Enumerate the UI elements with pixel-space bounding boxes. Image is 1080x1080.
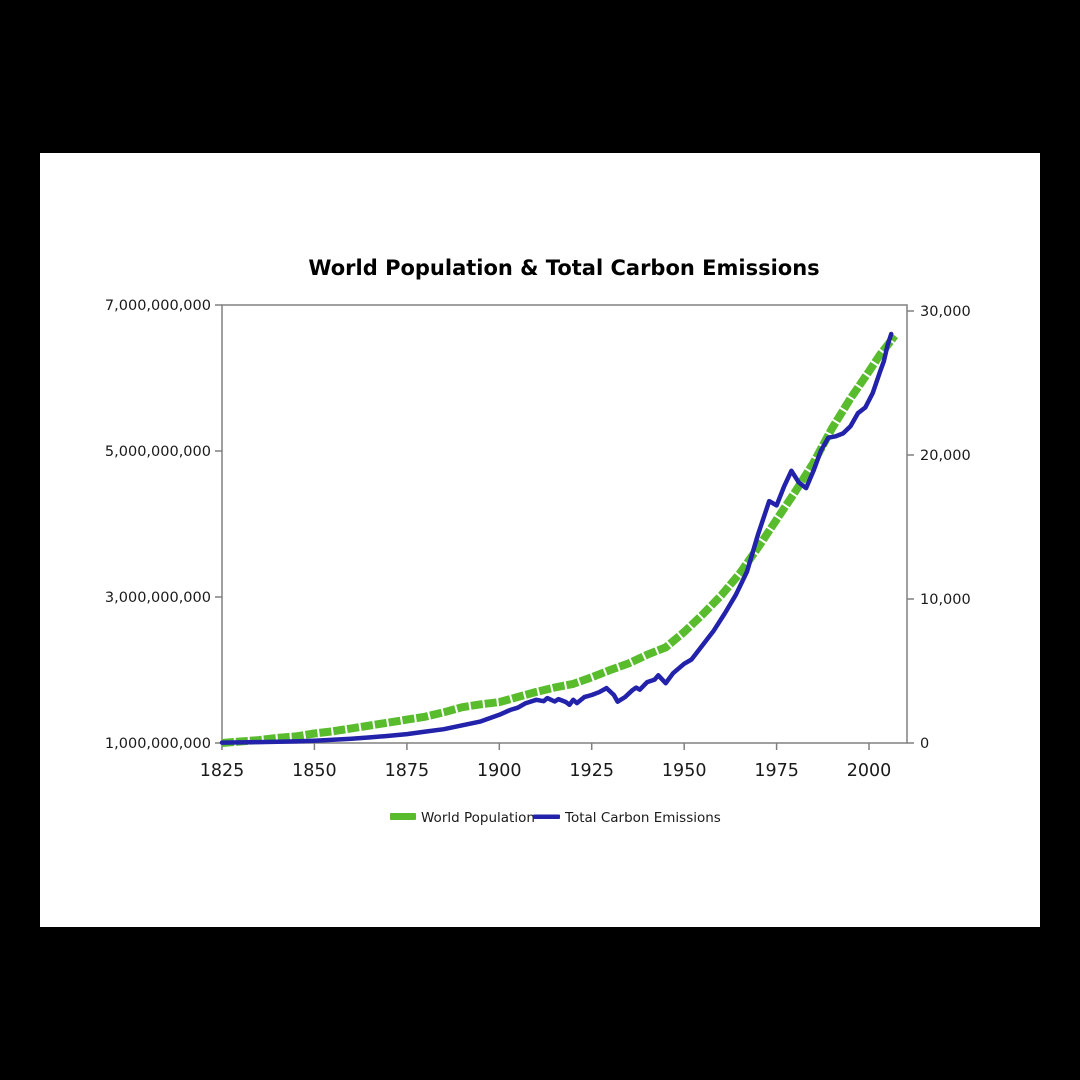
right-axis-tick-label-0: 0 xyxy=(920,736,929,752)
x-axis-tick-label-1825: 1825 xyxy=(200,761,245,781)
plot-area-frame xyxy=(221,304,908,744)
right-axis-tick-label-20k: 20,000 xyxy=(920,448,971,464)
x-axis-tick-label-1950: 1950 xyxy=(662,761,707,781)
left-axis-ticks xyxy=(215,304,222,744)
right-axis-tick-label-10k: 10,000 xyxy=(920,592,971,608)
chart-sheet: World Population & Total Carbon Emission… xyxy=(40,153,1040,927)
legend-label-world-population: World Population xyxy=(421,810,535,826)
x-axis-ticks xyxy=(221,743,870,750)
right-axis-tick-label-30k: 30,000 xyxy=(920,304,971,320)
legend: World Population Total Carbon Emissions xyxy=(390,810,721,826)
chart-svg: World Population & Total Carbon Emission… xyxy=(105,256,971,826)
left-axis-tick-label-3b: 3,000,000,000 xyxy=(105,590,211,606)
legend-label-carbon-emissions: Total Carbon Emissions xyxy=(564,810,721,826)
legend-swatch-world-population xyxy=(390,813,416,820)
right-axis-ticks xyxy=(907,310,914,744)
x-axis-tick-label-1975: 1975 xyxy=(754,761,799,781)
legend-swatch-carbon-emissions xyxy=(533,814,560,819)
chart-title: World Population & Total Carbon Emission… xyxy=(308,256,819,280)
x-axis-tick-label-1900: 1900 xyxy=(477,761,522,781)
x-axis-tick-label-1925: 1925 xyxy=(569,761,614,781)
x-axis-tick-label-2000: 2000 xyxy=(847,761,892,781)
x-axis-tick-label-1875: 1875 xyxy=(385,761,430,781)
world-population-line xyxy=(221,333,899,747)
x-axis-tick-label-1850: 1850 xyxy=(292,761,337,781)
left-axis-tick-label-1b: 1,000,000,000 xyxy=(105,736,211,752)
left-axis-tick-label-7b: 7,000,000,000 xyxy=(105,298,211,314)
carbon-emissions-line xyxy=(219,331,894,745)
left-axis-tick-label-5b: 5,000,000,000 xyxy=(105,444,211,460)
